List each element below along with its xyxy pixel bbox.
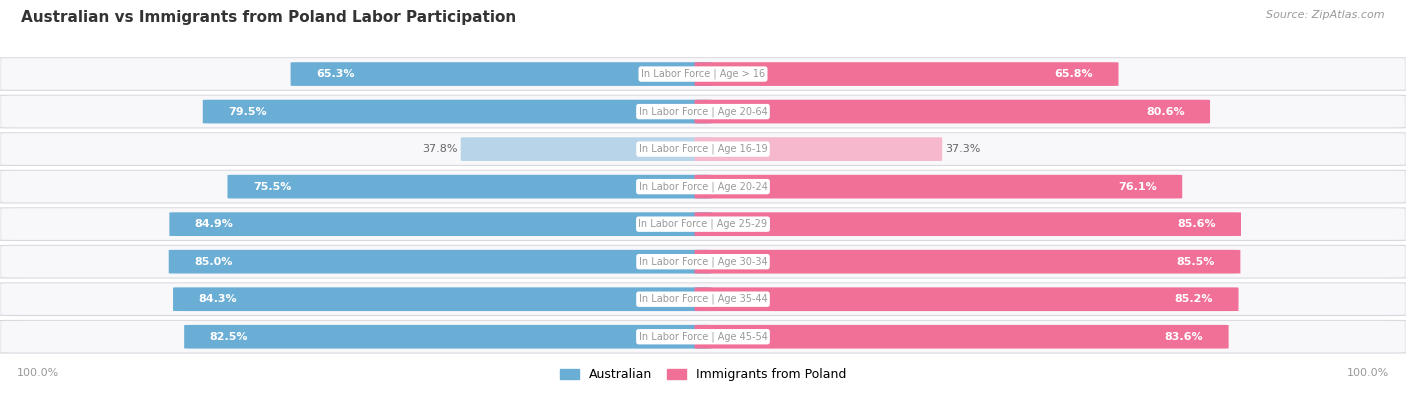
FancyBboxPatch shape: [695, 325, 1229, 349]
FancyBboxPatch shape: [695, 287, 1239, 311]
Text: In Labor Force | Age 30-34: In Labor Force | Age 30-34: [638, 256, 768, 267]
FancyBboxPatch shape: [0, 133, 1406, 166]
Legend: Australian, Immigrants from Poland: Australian, Immigrants from Poland: [557, 364, 849, 385]
FancyBboxPatch shape: [169, 250, 711, 274]
FancyBboxPatch shape: [461, 137, 711, 161]
Text: In Labor Force | Age 20-64: In Labor Force | Age 20-64: [638, 106, 768, 117]
FancyBboxPatch shape: [0, 95, 1406, 128]
Text: 84.3%: 84.3%: [198, 294, 238, 304]
FancyBboxPatch shape: [695, 212, 1241, 236]
FancyBboxPatch shape: [0, 320, 1406, 353]
Text: 80.6%: 80.6%: [1146, 107, 1185, 117]
Text: 83.6%: 83.6%: [1164, 332, 1204, 342]
Text: 65.8%: 65.8%: [1054, 69, 1094, 79]
FancyBboxPatch shape: [0, 170, 1406, 203]
Text: 82.5%: 82.5%: [209, 332, 247, 342]
FancyBboxPatch shape: [0, 208, 1406, 241]
Text: 85.2%: 85.2%: [1174, 294, 1213, 304]
FancyBboxPatch shape: [169, 212, 711, 236]
Text: 75.5%: 75.5%: [253, 182, 291, 192]
Text: 85.6%: 85.6%: [1177, 219, 1216, 229]
FancyBboxPatch shape: [173, 287, 711, 311]
Text: 76.1%: 76.1%: [1118, 182, 1157, 192]
FancyBboxPatch shape: [695, 250, 1240, 274]
Text: 84.9%: 84.9%: [194, 219, 233, 229]
FancyBboxPatch shape: [0, 245, 1406, 278]
Text: 85.5%: 85.5%: [1177, 257, 1215, 267]
FancyBboxPatch shape: [1, 321, 1405, 352]
FancyBboxPatch shape: [1, 133, 1405, 165]
FancyBboxPatch shape: [1, 283, 1405, 315]
Text: Source: ZipAtlas.com: Source: ZipAtlas.com: [1267, 10, 1385, 20]
Text: 37.3%: 37.3%: [945, 144, 980, 154]
FancyBboxPatch shape: [0, 283, 1406, 316]
Text: 85.0%: 85.0%: [194, 257, 232, 267]
Text: In Labor Force | Age 45-54: In Labor Force | Age 45-54: [638, 331, 768, 342]
FancyBboxPatch shape: [202, 100, 711, 124]
FancyBboxPatch shape: [1, 58, 1405, 90]
FancyBboxPatch shape: [228, 175, 711, 199]
FancyBboxPatch shape: [695, 62, 1119, 86]
Text: In Labor Force | Age 16-19: In Labor Force | Age 16-19: [638, 144, 768, 154]
Text: 65.3%: 65.3%: [316, 69, 354, 79]
Text: 79.5%: 79.5%: [228, 107, 267, 117]
FancyBboxPatch shape: [184, 325, 711, 349]
Text: 37.8%: 37.8%: [422, 144, 458, 154]
FancyBboxPatch shape: [291, 62, 711, 86]
Text: 100.0%: 100.0%: [1347, 368, 1389, 378]
FancyBboxPatch shape: [695, 175, 1182, 199]
FancyBboxPatch shape: [695, 137, 942, 161]
Text: In Labor Force | Age > 16: In Labor Force | Age > 16: [641, 69, 765, 79]
FancyBboxPatch shape: [695, 100, 1211, 124]
FancyBboxPatch shape: [1, 171, 1405, 202]
FancyBboxPatch shape: [1, 246, 1405, 277]
FancyBboxPatch shape: [1, 96, 1405, 127]
Text: Australian vs Immigrants from Poland Labor Participation: Australian vs Immigrants from Poland Lab…: [21, 10, 516, 25]
Text: In Labor Force | Age 25-29: In Labor Force | Age 25-29: [638, 219, 768, 229]
Text: In Labor Force | Age 35-44: In Labor Force | Age 35-44: [638, 294, 768, 305]
FancyBboxPatch shape: [1, 208, 1405, 240]
Text: In Labor Force | Age 20-24: In Labor Force | Age 20-24: [638, 181, 768, 192]
FancyBboxPatch shape: [0, 58, 1406, 90]
Text: 100.0%: 100.0%: [17, 368, 59, 378]
